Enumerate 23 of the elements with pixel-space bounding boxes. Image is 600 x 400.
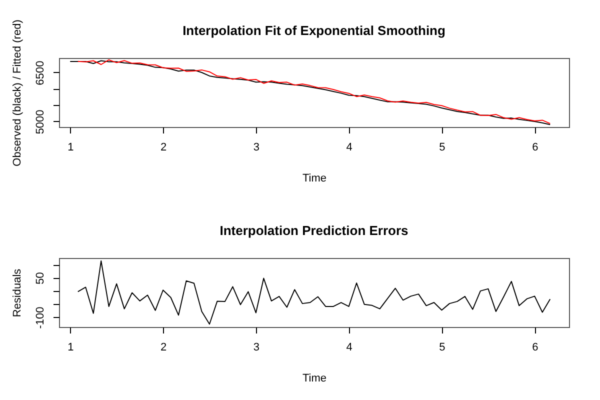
chart-title: Interpolation Prediction Errors xyxy=(220,223,408,238)
y-tick-label: 50 xyxy=(34,272,46,284)
y-tick-label: -100 xyxy=(34,306,46,329)
y-axis-title: Observed (black) / Fitted (red) xyxy=(12,20,24,166)
x-tick-label: 3 xyxy=(253,342,260,354)
x-tick-label: 4 xyxy=(346,142,352,154)
x-tick-label: 6 xyxy=(532,342,538,354)
x-tick-label: 5 xyxy=(439,342,446,354)
x-tick-label: 3 xyxy=(253,142,260,154)
y-tick-label: 5000 xyxy=(34,110,46,134)
y-tick-label: 6500 xyxy=(34,60,46,86)
x-tick-label: 1 xyxy=(68,342,74,354)
x-tick-label: 1 xyxy=(68,142,74,154)
x-tick-label: 4 xyxy=(346,342,352,354)
x-axis-title: Time xyxy=(302,172,327,184)
x-tick-label: 2 xyxy=(160,142,167,154)
chart-title: Interpolation Fit of Exponential Smoothing xyxy=(182,23,446,38)
line-series xyxy=(77,260,551,325)
x-axis-title: Time xyxy=(302,372,327,384)
x-tick-label: 2 xyxy=(160,342,167,354)
y-axis-title: Residuals xyxy=(12,268,24,318)
x-tick-label: 5 xyxy=(439,142,446,154)
x-tick-label: 6 xyxy=(532,142,538,154)
